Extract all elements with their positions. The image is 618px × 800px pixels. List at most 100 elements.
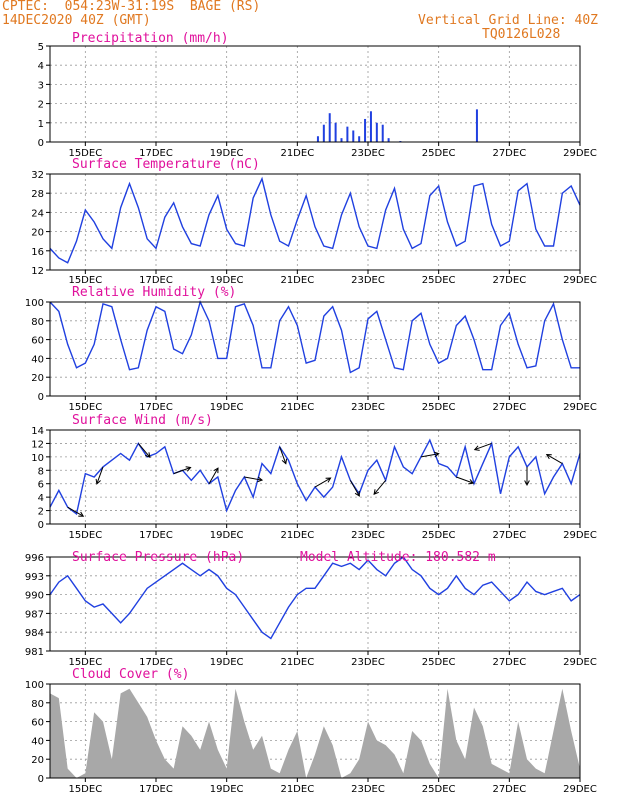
wind-arrow-head (185, 466, 192, 472)
wind-arrow-head (354, 490, 360, 497)
temp-frame (49, 173, 581, 271)
pres-xtick-label: 19DEC (210, 657, 244, 668)
precip-bar (322, 124, 325, 142)
wind-arrow (208, 467, 219, 484)
wind-ytick-label: 8 (38, 466, 44, 477)
precip-bar (475, 109, 478, 142)
precip-xtick-label: 23DEC (351, 148, 385, 159)
temp-xtick-label: 29DEC (563, 275, 597, 286)
pres-xtick-label: 17DEC (139, 657, 173, 668)
temp-xtick-label: 27DEC (492, 275, 526, 286)
precip-frame (49, 45, 581, 143)
rh-ytick-label: 40 (31, 354, 44, 365)
wind-arrow-head (281, 458, 288, 465)
wind-xtick-label: 27DEC (492, 530, 526, 541)
temp-xtick-label: 25DEC (422, 275, 456, 286)
pres-xtick-label: 23DEC (351, 657, 385, 668)
pres-xtick-label: 29DEC (563, 657, 597, 668)
temp-title: Surface Temperature (nC) (72, 157, 260, 172)
precip-bar (340, 138, 343, 142)
temp-ytick-label: 24 (31, 208, 44, 219)
pres-ytick-label: 996 (25, 553, 44, 564)
wind-arrow (137, 443, 151, 458)
precip-xtick-label: 25DEC (422, 148, 456, 159)
wind-arrow (279, 446, 287, 464)
wind-arrow (96, 466, 104, 485)
wind-ytick-label: 2 (38, 507, 44, 518)
wind-arrow-head (373, 489, 379, 495)
temp-ytick-label: 20 (31, 228, 44, 239)
temp-ytick-label: 28 (31, 189, 44, 200)
pres-series-line (49, 556, 581, 640)
wind-arrow (173, 467, 191, 475)
cloud-xtick-label: 29DEC (563, 784, 597, 795)
temp-ytick-label: 32 (31, 170, 44, 181)
precip-bar (358, 136, 361, 142)
rh-xtick-label: 21DEC (280, 402, 314, 413)
cloud-xtick-label: 21DEC (280, 784, 314, 795)
rh-ytick-label: 0 (38, 392, 44, 403)
wind-arrow (420, 453, 439, 458)
wind-frame (49, 429, 581, 525)
wind-arrow (373, 480, 387, 495)
pres-xtick-label: 15DEC (68, 657, 102, 668)
wind-arrow (244, 476, 263, 481)
temp-xtick-label: 15DEC (68, 275, 102, 286)
cloud-ytick-label: 0 (38, 774, 44, 785)
wind-ytick-label: 0 (38, 520, 44, 531)
cloud-frame (49, 683, 581, 779)
wind-series-line (49, 438, 581, 516)
precip-bar (387, 138, 390, 142)
pres-xtick-label: 27DEC (492, 657, 526, 668)
precip-ytick-label: 1 (38, 119, 44, 130)
precip-ytick-label: 5 (38, 42, 44, 53)
wind-arrow-head (257, 476, 264, 483)
wind-xtick-label: 21DEC (280, 530, 314, 541)
wind-xtick-label: 25DEC (422, 530, 456, 541)
rh-xtick-label: 29DEC (563, 402, 597, 413)
precip-xtick-label: 15DEC (68, 148, 102, 159)
wind-arrow (314, 477, 331, 488)
cloud-ytick-label: 80 (31, 699, 44, 710)
precip-ytick-label: 2 (38, 100, 44, 111)
precip-bar (369, 111, 372, 142)
rh-ytick-label: 80 (31, 317, 44, 328)
cloud-ytick-label: 60 (31, 718, 44, 729)
wind-arrow-head (95, 478, 101, 485)
cloud-ytick-label: 40 (31, 736, 44, 747)
wind-ytick-label: 12 (31, 439, 44, 450)
precip-xtick-label: 21DEC (280, 148, 314, 159)
temp-ytick-label: 16 (31, 247, 44, 258)
wind-arrow-head (468, 479, 475, 485)
pres-title: Surface Pressure (hPa) (72, 550, 244, 565)
wind-xtick-label: 29DEC (563, 530, 597, 541)
cloud-xtick-label: 27DEC (492, 784, 526, 795)
cloud-ytick-label: 100 (25, 680, 44, 691)
header-date: 14DEC2020 40Z (GMT) (2, 13, 151, 28)
rh-frame (49, 301, 581, 397)
precip-ytick-label: 3 (38, 80, 44, 91)
precip-bar (316, 136, 319, 142)
wind-arrow-head (325, 477, 332, 483)
wind-ytick-label: 14 (31, 426, 44, 437)
precip-bar (352, 130, 355, 142)
temp-xtick-label: 23DEC (351, 275, 385, 286)
rh-xtick-label: 27DEC (492, 402, 526, 413)
temp-ytick-label: 12 (31, 266, 44, 277)
cloud-area (50, 688, 580, 778)
pres-ytick-label: 984 (25, 628, 44, 639)
temp-xtick-label: 19DEC (210, 275, 244, 286)
wind-arrow (456, 476, 474, 484)
pres-xtick-label: 25DEC (422, 657, 456, 668)
rh-series-line (49, 299, 580, 374)
cloud-title: Cloud Cover (%) (72, 667, 189, 682)
precip-xtick-label: 29DEC (563, 148, 597, 159)
wind-arrow (546, 454, 563, 465)
precip-ytick-label: 4 (38, 61, 44, 72)
temp-xtick-label: 17DEC (139, 275, 173, 286)
temp-series-line (49, 176, 581, 264)
pres-ytick-label: 981 (25, 647, 44, 658)
precip-xtick-label: 17DEC (139, 148, 173, 159)
cloud-xtick-label: 15DEC (68, 784, 102, 795)
precip-title: Precipitation (mm/h) (72, 31, 229, 46)
